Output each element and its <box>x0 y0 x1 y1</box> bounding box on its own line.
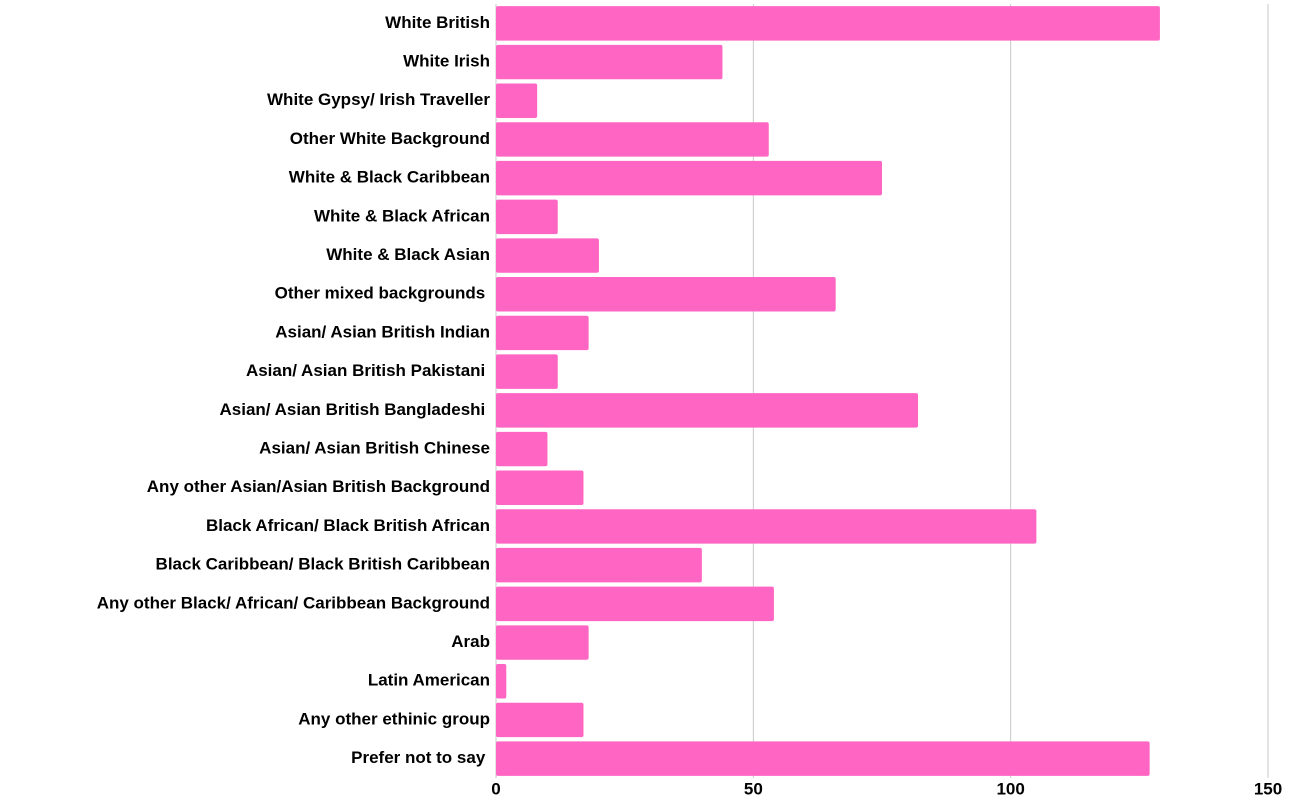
bar <box>496 431 548 467</box>
bar <box>496 470 584 505</box>
bar <box>496 44 723 80</box>
bar <box>496 122 769 157</box>
y-tick-label: Black African/ Black British African <box>206 516 490 535</box>
y-tick-label: White British <box>385 13 490 32</box>
y-tick-label: Latin American <box>368 671 490 690</box>
y-tick-label: Asian/ Asian British Pakistani <box>246 361 490 380</box>
bar <box>496 664 507 699</box>
y-tick-label: Other White Background <box>290 129 490 148</box>
bar <box>496 741 1150 776</box>
bar <box>496 547 702 583</box>
bar <box>496 6 1160 41</box>
bar <box>496 509 1037 544</box>
y-tick-label: Asian/ Asian British Indian <box>275 322 490 341</box>
bar <box>496 160 882 196</box>
y-tick-label: Asian/ Asian British Chinese <box>259 439 490 458</box>
y-tick-label: Any other ethinic group <box>298 709 490 728</box>
y-tick-label: Arab <box>451 632 490 651</box>
bar <box>496 315 589 351</box>
x-tick-label: 100 <box>996 779 1024 798</box>
y-tick-label: Other mixed backgrounds <box>275 284 490 303</box>
x-tick-label: 0 <box>491 779 500 798</box>
y-tick-label: White & Black Asian <box>326 245 490 264</box>
y-tick-label: Prefer not to say <box>351 748 490 767</box>
y-tick-label: White Gypsy/ Irish Traveller <box>267 90 490 109</box>
y-tick-label: Asian/ Asian British Bangladeshi <box>220 400 491 419</box>
y-tick-label: White & Black Caribbean <box>289 168 490 187</box>
bar <box>496 625 589 660</box>
bar <box>496 277 836 312</box>
bar <box>496 238 599 273</box>
y-tick-label: White Irish <box>403 52 490 71</box>
x-tick-label: 50 <box>744 779 763 798</box>
bar <box>496 702 584 738</box>
x-tick-label: 150 <box>1254 779 1282 798</box>
bar <box>496 199 558 235</box>
bar <box>496 393 919 428</box>
y-tick-label: Any other Black/ African/ Caribbean Back… <box>97 593 490 612</box>
bar <box>496 354 558 389</box>
bar <box>496 83 538 118</box>
y-tick-label: Black Caribbean/ Black British Caribbean <box>156 555 490 574</box>
y-tick-label: Any other Asian/Asian British Background <box>147 477 490 496</box>
bar <box>496 586 774 622</box>
y-tick-label: White & Black African <box>314 206 490 225</box>
